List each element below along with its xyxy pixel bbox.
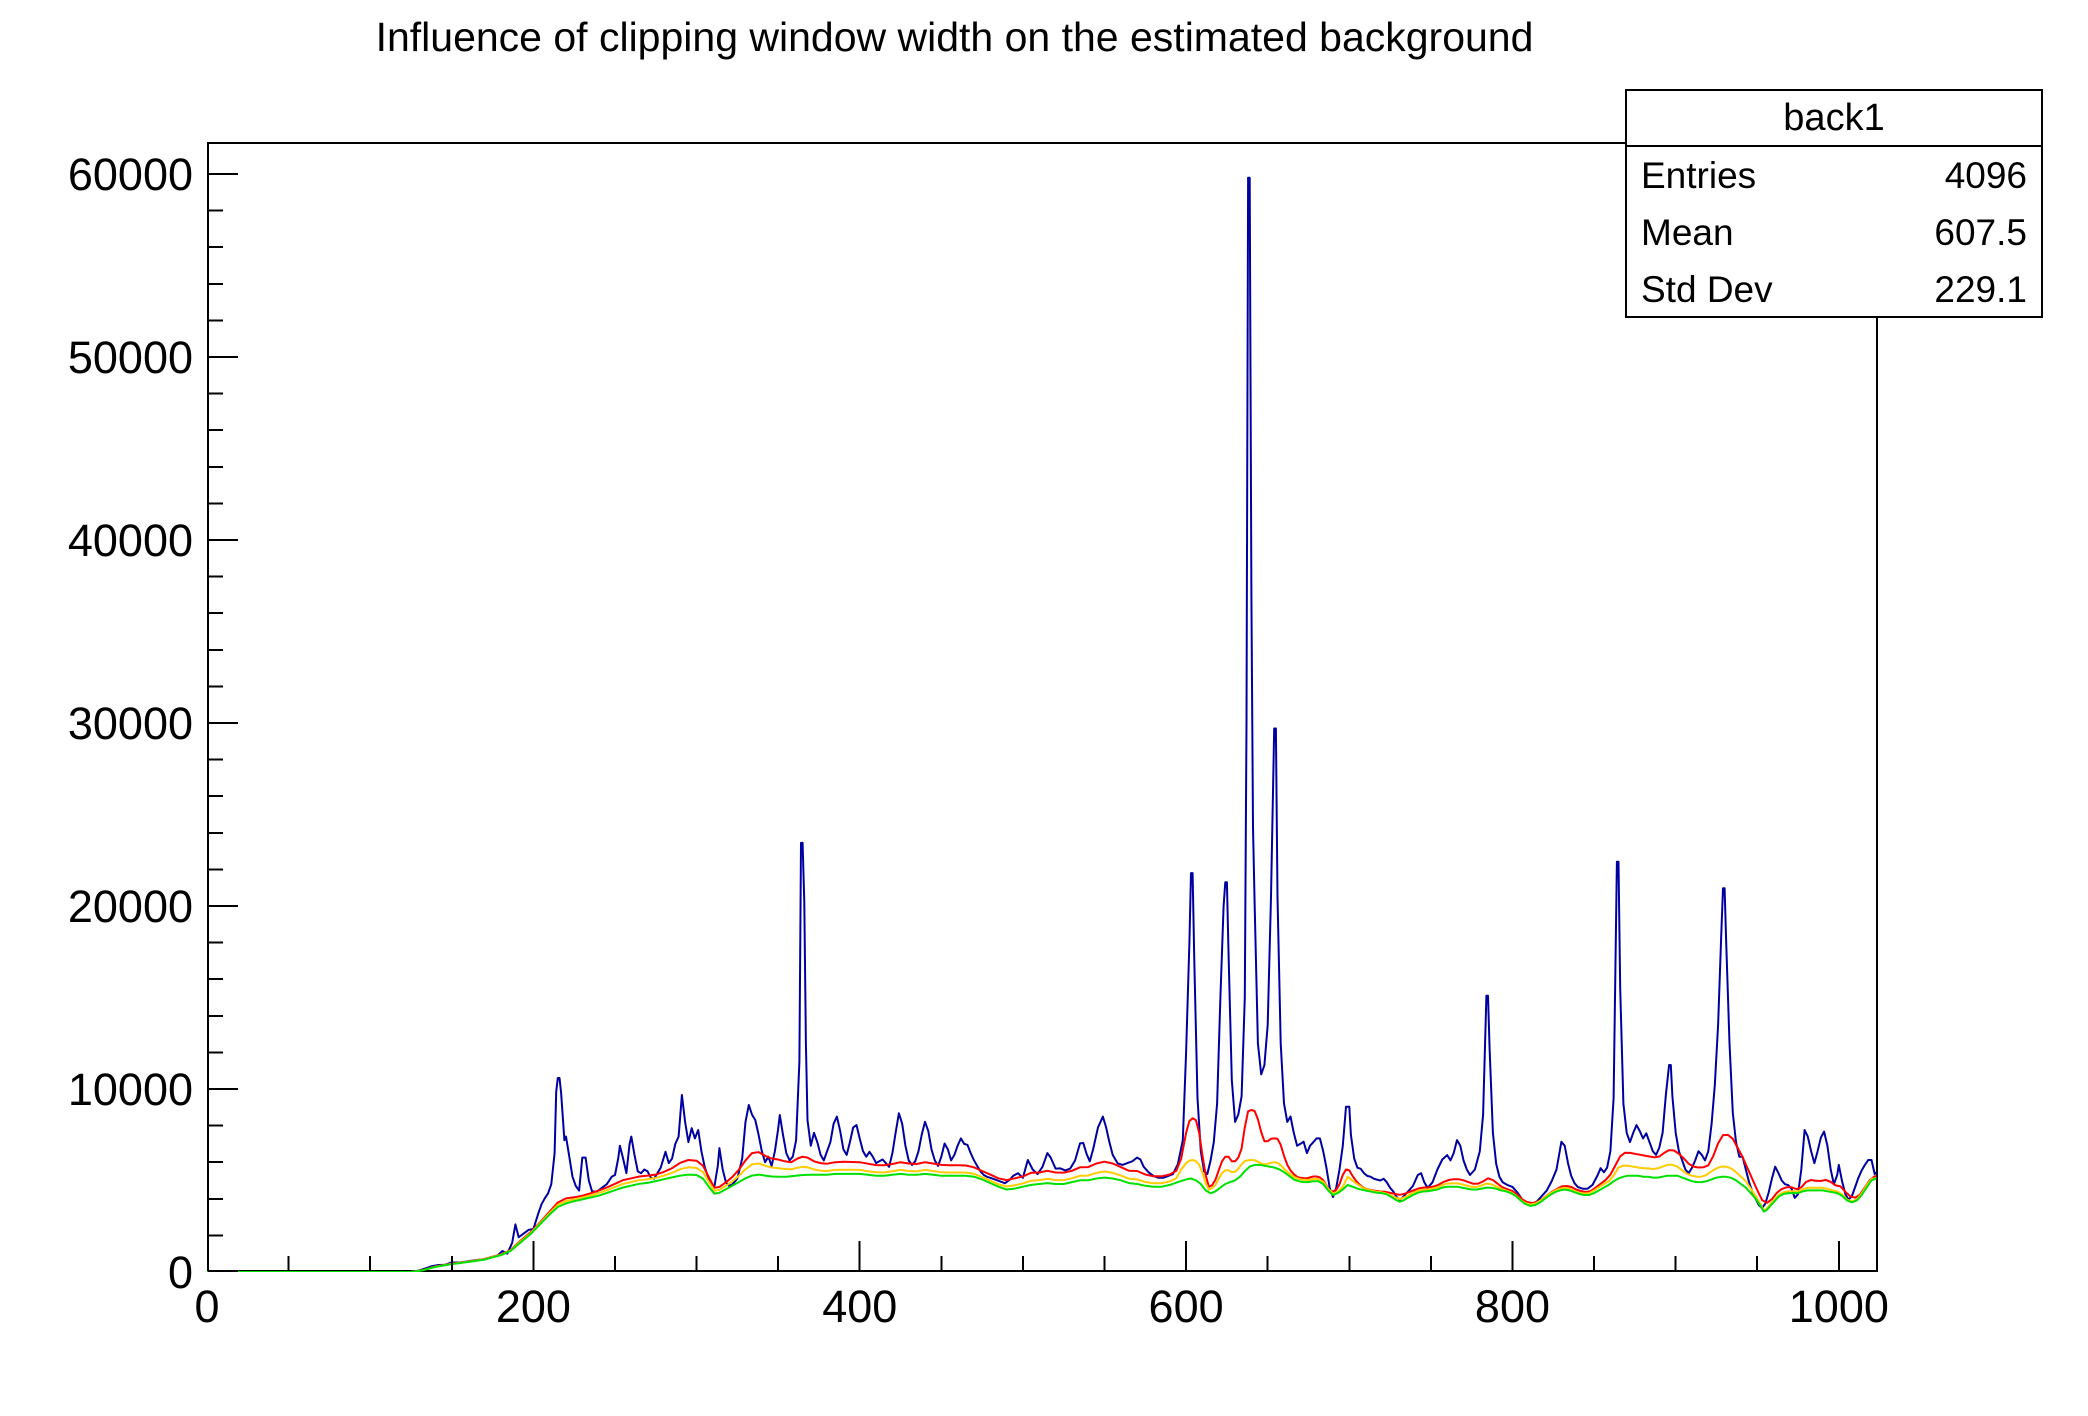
stats-box-title: back1 (1627, 91, 2041, 147)
x-axis-tick-label: 200 (495, 1281, 571, 1332)
frame-border (207, 142, 1878, 1272)
stats-row-value: 4096 (1944, 154, 2027, 196)
x-axis-tick-label: 600 (1148, 1281, 1224, 1332)
stats-box-rows: Entries 4096 Mean 607.5 Std Dev 229.1 (1627, 147, 2041, 318)
x-axis-tick-label: 0 (194, 1281, 220, 1332)
stats-row-label: Entries (1641, 154, 1757, 196)
y-axis-tick-label: 0 (167, 1247, 193, 1298)
series-source-spectrum (207, 176, 1878, 1272)
plot-frame (207, 142, 1878, 1272)
stats-row: Mean 607.5 (1627, 204, 2041, 261)
plot-area-svg (207, 142, 1878, 1272)
stats-box: back1 Entries 4096 Mean 607.5 Std Dev 229.1 (1625, 89, 2043, 318)
y-axis-tick-label: 30000 (67, 698, 193, 749)
x-axis-tick-label: 1000 (1788, 1281, 1889, 1332)
stats-row: Std Dev 229.1 (1627, 261, 2041, 318)
series-background-green (207, 1163, 1877, 1272)
series-background-red (207, 1109, 1877, 1272)
stats-row-value: 607.5 (1934, 211, 2027, 253)
axis-ticks (207, 173, 1840, 1272)
stats-row: Entries 4096 (1627, 147, 2041, 204)
stats-row-value: 229.1 (1934, 268, 2027, 310)
stats-row-label: Mean (1641, 211, 1734, 253)
stats-row-label: Std Dev (1641, 268, 1773, 310)
y-axis-tick-label: 10000 (67, 1064, 193, 1115)
chart-title: Influence of clipping window width on th… (375, 14, 1534, 60)
y-axis-tick-label: 20000 (67, 881, 193, 932)
x-axis-tick-label: 400 (822, 1281, 898, 1332)
y-axis-tick-label: 40000 (67, 515, 193, 567)
series-background-orange (207, 1159, 1877, 1272)
y-axis-tick-label: 50000 (67, 332, 193, 384)
y-axis-tick-label: 60000 (67, 149, 193, 201)
x-axis-tick-label: 800 (1474, 1281, 1551, 1332)
